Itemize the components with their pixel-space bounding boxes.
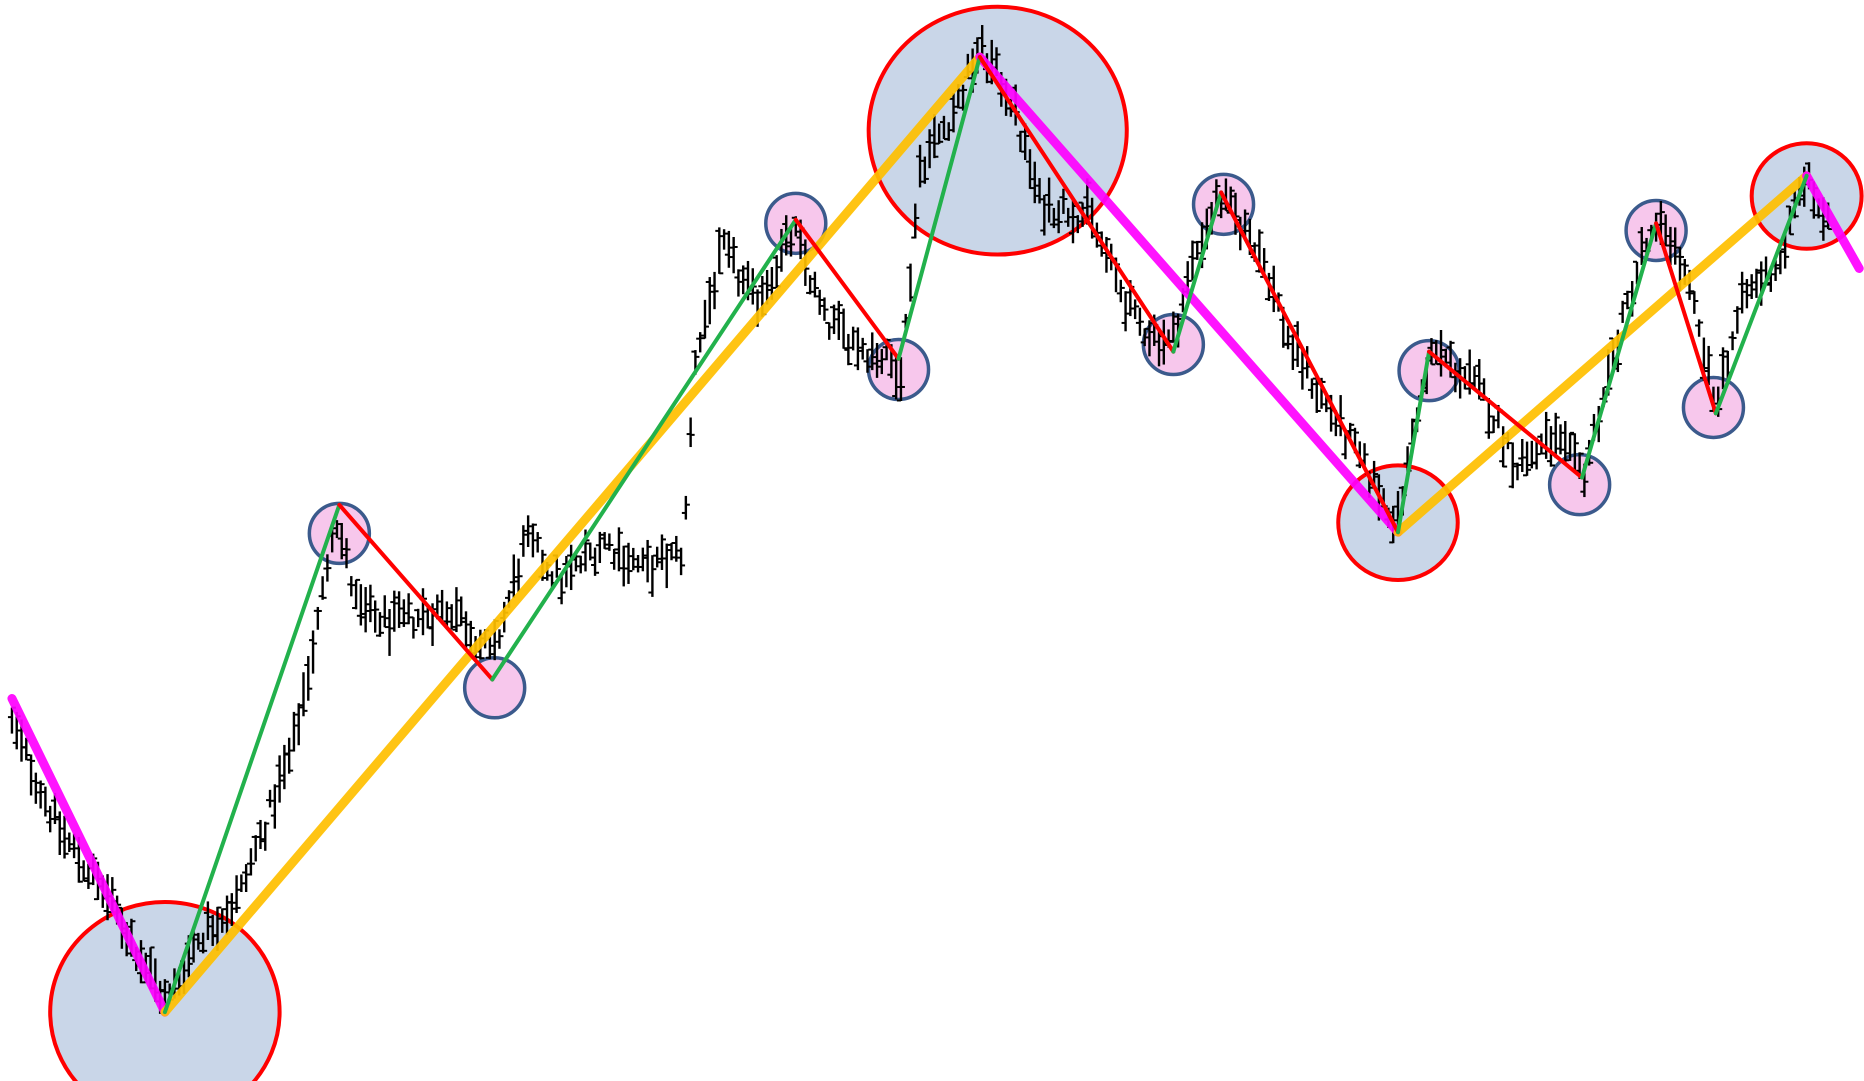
minor-swing-up-line	[896, 55, 982, 361]
primary-trend-down-line	[7, 693, 170, 1017]
minor-swing-down-line	[1219, 190, 1400, 535]
minor-swing-down-line	[337, 502, 495, 682]
minor-swing-down-line	[1654, 221, 1718, 416]
primary-trend-up-line	[160, 52, 985, 1017]
minor-pivot-circle	[307, 501, 372, 566]
major-pivot-circle	[1749, 141, 1864, 251]
minor-swing-down-line	[793, 217, 901, 361]
minor-swing-lines	[162, 55, 1809, 1015]
minor-swing-down-line	[1427, 349, 1585, 480]
minor-swing-up-line	[162, 502, 342, 1015]
minor-swing-up-line	[1713, 173, 1809, 416]
minor-swing-up-line	[490, 217, 798, 682]
minor-swing-down-line	[977, 55, 1176, 354]
primary-trend-down-line	[1802, 171, 1864, 273]
minor-pivot-circle	[462, 656, 527, 720]
price-bars	[7, 25, 1833, 1014]
minor-swing-up-line	[1396, 349, 1432, 535]
minor-swing-up-line	[1580, 221, 1659, 480]
minor-swing-up-line	[1171, 190, 1224, 354]
minor-pivot-circles	[307, 172, 1746, 720]
primary-trend-up-line	[1393, 171, 1812, 537]
